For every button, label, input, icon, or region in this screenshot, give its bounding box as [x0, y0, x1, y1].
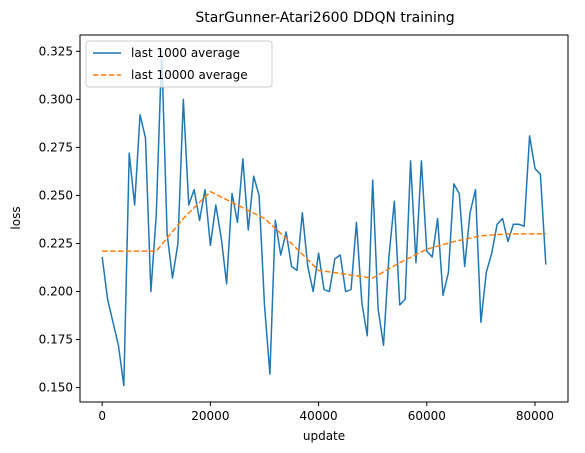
chart-title: StarGunner-Atari2600 DDQN training [195, 10, 454, 26]
x-axis-label: update [303, 429, 345, 443]
y-tick-label: 0.225 [39, 236, 73, 250]
y-tick-label: 0.150 [39, 381, 73, 395]
legend-label: last 1000 average [131, 46, 240, 60]
x-tick-label: 40000 [299, 409, 337, 423]
x-tick-label: 80000 [516, 409, 554, 423]
x-tick-label: 20000 [191, 409, 229, 423]
y-tick-label: 0.275 [39, 140, 73, 154]
axes-frame [79, 34, 569, 403]
x-tick-label: 0 [98, 409, 106, 423]
plot-area [101, 50, 547, 387]
y-tick-label: 0.200 [39, 285, 73, 299]
legend-label: last 10000 average [131, 68, 248, 82]
y-tick-label: 0.250 [39, 188, 73, 202]
y-tick-label: 0.175 [39, 333, 73, 347]
series-line-last-10000-average [102, 190, 546, 279]
y-tick-label: 0.325 [39, 44, 73, 58]
series-line-last-1000-average [101, 50, 547, 387]
legend: last 1000 average last 10000 average [85, 40, 273, 88]
y-tick-label: 0.300 [39, 92, 73, 106]
x-tick-label: 60000 [408, 409, 446, 423]
y-axis-label: loss [9, 206, 23, 229]
legend-box [85, 40, 273, 88]
